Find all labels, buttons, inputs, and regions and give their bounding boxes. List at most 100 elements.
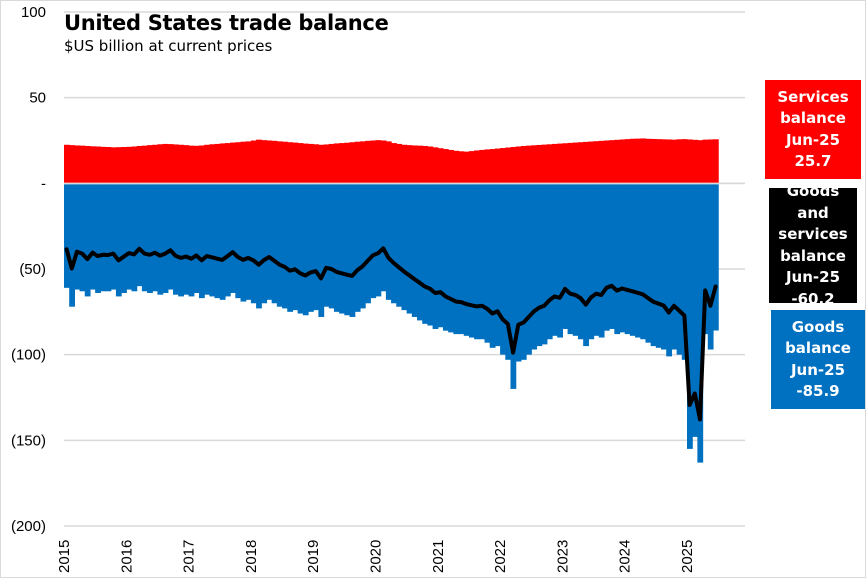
goods-bar [79, 184, 86, 292]
x-tick-label: 2025 [679, 540, 696, 573]
services-bar [406, 145, 413, 184]
services-bar [385, 141, 392, 184]
goods-bar [219, 184, 226, 300]
goods-bar [100, 184, 107, 292]
services-bar [157, 144, 164, 184]
services-bar [141, 145, 148, 184]
goods-bar [69, 184, 75, 307]
services-bar [552, 143, 558, 184]
services-bar [468, 151, 475, 184]
goods-bar [474, 184, 480, 340]
goods-bar [173, 184, 179, 295]
goods-bar [687, 184, 693, 449]
goods-callout-value: -85.9 [796, 382, 840, 400]
services-bar [84, 145, 91, 184]
goods-bar [380, 184, 387, 292]
services-bar [193, 145, 200, 184]
x-tick-label: 2018 [243, 540, 260, 573]
goods-bar [157, 184, 164, 295]
goods-bar [635, 184, 641, 338]
goods-bar [624, 184, 631, 335]
services-bar [74, 145, 81, 184]
services-bar [375, 140, 382, 184]
goods-bar [697, 184, 704, 463]
services-bar [401, 144, 408, 184]
services-bar [126, 146, 133, 184]
goods-bar [536, 184, 543, 347]
services-bar [520, 145, 527, 184]
goods-bar [323, 184, 330, 307]
goods-bar [417, 184, 423, 321]
goods-bar [458, 184, 465, 335]
services-bar [302, 143, 309, 184]
services-bar [370, 140, 377, 184]
y-tick-label: 100 [21, 4, 46, 21]
goods-bar [193, 184, 200, 293]
services-bar [167, 144, 174, 184]
services-bar [655, 139, 662, 184]
y-tick-label: (100) [11, 347, 46, 364]
goods-bar [89, 184, 96, 290]
services-bar [489, 149, 496, 184]
goods-callout-line2: balance [785, 339, 851, 357]
x-axis-ticks: 2015 2016 2017 2018 2019 2020 2021 2022 2023 2024… [56, 540, 696, 573]
services-bar [458, 151, 465, 184]
services-bar [89, 146, 96, 184]
goods-bar [188, 184, 195, 297]
services-bar [152, 144, 159, 184]
services-bar [577, 142, 584, 184]
goods-bar [468, 184, 475, 338]
services-bars [64, 138, 719, 184]
total-callout-date: Jun-25 [785, 268, 841, 286]
services-bar [287, 142, 294, 184]
services-bar [328, 143, 335, 184]
services-bar [261, 140, 268, 184]
goods-bar [583, 184, 589, 347]
services-bar [230, 142, 236, 184]
services-bar [308, 143, 314, 184]
chart-subtitle: $US billion at current prices [64, 37, 273, 55]
services-bar [707, 139, 714, 184]
goods-bar [676, 184, 683, 355]
total-callout-line3: balance [780, 246, 846, 265]
services-bar [276, 141, 283, 184]
goods-bar [603, 184, 610, 331]
goods-bar [661, 184, 667, 350]
goods-bar [74, 184, 81, 290]
total-balance-line [64, 246, 718, 422]
services-bar [354, 141, 361, 184]
goods-bar [230, 184, 236, 293]
services-bar [266, 140, 273, 184]
services-bar [411, 145, 418, 184]
goods-bar [411, 184, 418, 317]
goods-bar [370, 184, 377, 299]
services-balance-callout: Services balance Jun-25 25.7 [765, 80, 861, 179]
goods-bar [344, 184, 351, 316]
services-bar [712, 139, 719, 184]
services-bar [318, 144, 325, 184]
goods-bar [240, 184, 247, 302]
goods-bar [650, 184, 657, 347]
services-bar [572, 142, 579, 184]
goods-bar [655, 184, 662, 348]
services-bar [183, 145, 190, 184]
goods-bar [141, 184, 148, 292]
y-tick-label: (150) [11, 432, 46, 449]
services-bar [131, 146, 138, 184]
total-callout-line1: Goods and [786, 182, 840, 222]
services-bar [173, 144, 179, 184]
goods-bar [489, 184, 496, 348]
services-callout-line1: Services [777, 87, 849, 106]
services-bar [380, 140, 387, 184]
goods-bar [152, 184, 159, 292]
services-bar [448, 149, 454, 184]
goods-bar [692, 184, 698, 437]
goods-bar [593, 184, 600, 336]
goods-bar [427, 184, 434, 326]
x-tick-label: 2023 [554, 540, 571, 573]
goods-bar [105, 184, 112, 292]
goods-balance-callout: Goods balance Jun-25 -85.9 [771, 310, 865, 409]
services-bar [562, 143, 569, 184]
goods-bar [557, 184, 563, 338]
goods-bar [432, 184, 439, 329]
